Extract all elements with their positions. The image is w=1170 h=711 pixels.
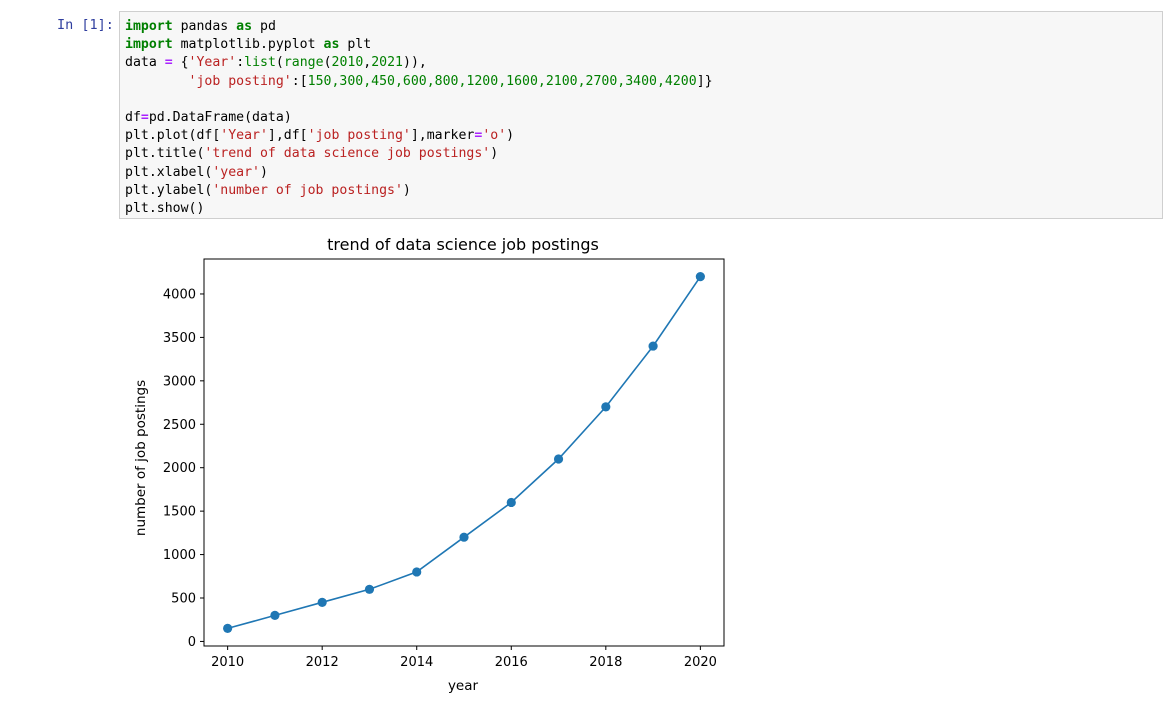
data-point: [506, 497, 516, 508]
x-tick-label: 2020: [684, 655, 717, 670]
plot-frame: [203, 258, 725, 647]
code-line-1: import pandas as pd: [125, 19, 276, 34]
code-line-2: import matplotlib.pyplot as plt: [125, 37, 372, 53]
code-line-9: plt.xlabel('year'): [125, 164, 268, 180]
code-line-8: plt.title('trend of data science job pos…: [125, 146, 499, 162]
data-point: [459, 532, 469, 542]
x-tick-label: 2018: [589, 655, 622, 670]
y-tick-label: 4000: [163, 287, 196, 302]
code-line-10: plt.ylabel('number of job postings'): [125, 182, 411, 198]
x-tick-label: 2010: [211, 655, 244, 670]
code-line-11: plt.show(): [125, 201, 205, 217]
code-line-3: data = {'Year':list(range(2010,2021)),: [125, 55, 427, 71]
x-tick-label: 2016: [495, 655, 528, 670]
data-point: [695, 271, 705, 282]
axis-ticks: 2010 2012 2014 2016 2018 2020 0 500 1000 1500 2000…: [163, 287, 717, 670]
cell-output: trend of data science job postings year …: [119, 226, 739, 705]
code-line-4: 'job posting':[150,300,450,600,800,1200,…: [188, 73, 713, 89]
code-cell[interactable]: import pandas as pd import matplotlib.py…: [119, 11, 1163, 219]
data-point: [553, 454, 564, 464]
data-point: [601, 402, 611, 412]
code-editor[interactable]: import pandas as pd import matplotlib.py…: [120, 12, 1162, 218]
y-tick-label: 1000: [163, 548, 196, 563]
cell-prompt: In [1]:: [57, 17, 114, 33]
code-line-6: df=pd.DataFrame(data): [125, 110, 292, 126]
data-point: [364, 584, 375, 594]
y-tick-label: 3000: [163, 374, 196, 389]
chart-title: trend of data science job postings: [327, 235, 599, 254]
series-line: [227, 276, 702, 630]
data-point: [412, 567, 422, 577]
y-tick-label: 3500: [163, 331, 196, 346]
data-point: [223, 623, 233, 634]
y-tick-label: 0: [188, 635, 196, 650]
x-tick-label: 2014: [400, 655, 433, 670]
y-tick-label: 2500: [163, 418, 196, 433]
code-line-7: plt.plot(df['Year'],df['job posting'],ma…: [125, 128, 515, 144]
data-point: [317, 597, 327, 607]
y-tick-label: 1500: [163, 505, 196, 520]
data-point: [648, 341, 658, 351]
data-points: [223, 271, 705, 634]
x-axis-label: year: [448, 678, 479, 694]
data-point: [270, 610, 280, 620]
line-chart: trend of data science job postings year …: [133, 235, 725, 694]
y-axis-label: number of job postings: [133, 380, 149, 536]
y-tick-label: 2000: [163, 461, 196, 476]
x-tick-label: 2012: [306, 655, 339, 670]
y-tick-label: 500: [171, 592, 196, 607]
